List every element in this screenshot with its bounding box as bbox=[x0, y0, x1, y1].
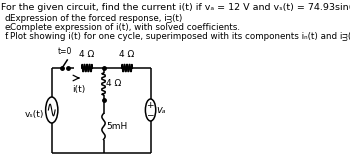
Text: vₛ(t): vₛ(t) bbox=[25, 110, 44, 119]
Text: f.: f. bbox=[5, 32, 10, 41]
Text: t=0: t=0 bbox=[58, 47, 72, 56]
Text: 5mH: 5mH bbox=[106, 122, 127, 131]
Text: vₐ: vₐ bbox=[157, 105, 166, 115]
Text: 4 Ω: 4 Ω bbox=[119, 50, 135, 59]
Text: i(t): i(t) bbox=[72, 85, 86, 94]
Text: 4 Ω: 4 Ω bbox=[79, 50, 94, 59]
Text: 4 Ω: 4 Ω bbox=[106, 80, 121, 89]
Text: Complete expression of i(t), with solved coefficients.: Complete expression of i(t), with solved… bbox=[10, 23, 240, 32]
Text: For the given circuit, find the current i(t) if vₐ = 12 V and vₛ(t) = 74.93sin(1: For the given circuit, find the current … bbox=[1, 3, 350, 12]
Text: Expression of the forced response, iᴟ(t): Expression of the forced response, iᴟ(t) bbox=[10, 14, 183, 23]
Text: −: − bbox=[146, 111, 154, 119]
Text: d.: d. bbox=[5, 14, 13, 23]
Text: Plot showing i(t) for one cycle, superimposed with its components iₙ(t) and iᴟ(t: Plot showing i(t) for one cycle, superim… bbox=[10, 32, 350, 41]
Text: +: + bbox=[146, 102, 154, 111]
Text: e.: e. bbox=[5, 23, 13, 32]
